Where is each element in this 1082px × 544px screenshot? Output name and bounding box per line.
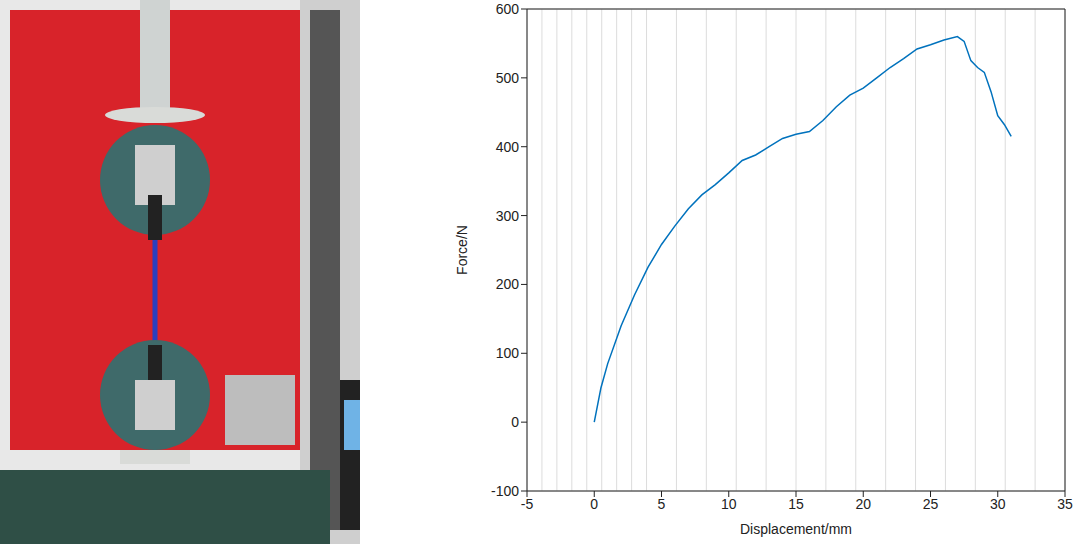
svg-text:25: 25 xyxy=(923,496,939,512)
svg-text:-5: -5 xyxy=(521,496,534,512)
svg-text:0: 0 xyxy=(590,496,598,512)
svg-text:400: 400 xyxy=(496,139,520,155)
svg-text:500: 500 xyxy=(496,70,520,86)
svg-text:Displacement/mm: Displacement/mm xyxy=(740,521,852,537)
svg-text:600: 600 xyxy=(496,1,520,17)
svg-text:30: 30 xyxy=(990,496,1006,512)
svg-text:15: 15 xyxy=(788,496,804,512)
svg-text:10: 10 xyxy=(721,496,737,512)
svg-text:300: 300 xyxy=(496,208,520,224)
svg-text:-100: -100 xyxy=(491,483,519,499)
svg-text:0: 0 xyxy=(511,414,519,430)
svg-text:35: 35 xyxy=(1057,496,1073,512)
svg-text:20: 20 xyxy=(855,496,871,512)
svg-text:100: 100 xyxy=(496,345,520,361)
svg-text:5: 5 xyxy=(658,496,666,512)
svg-text:200: 200 xyxy=(496,276,520,292)
svg-text:Force/N: Force/N xyxy=(454,225,470,275)
